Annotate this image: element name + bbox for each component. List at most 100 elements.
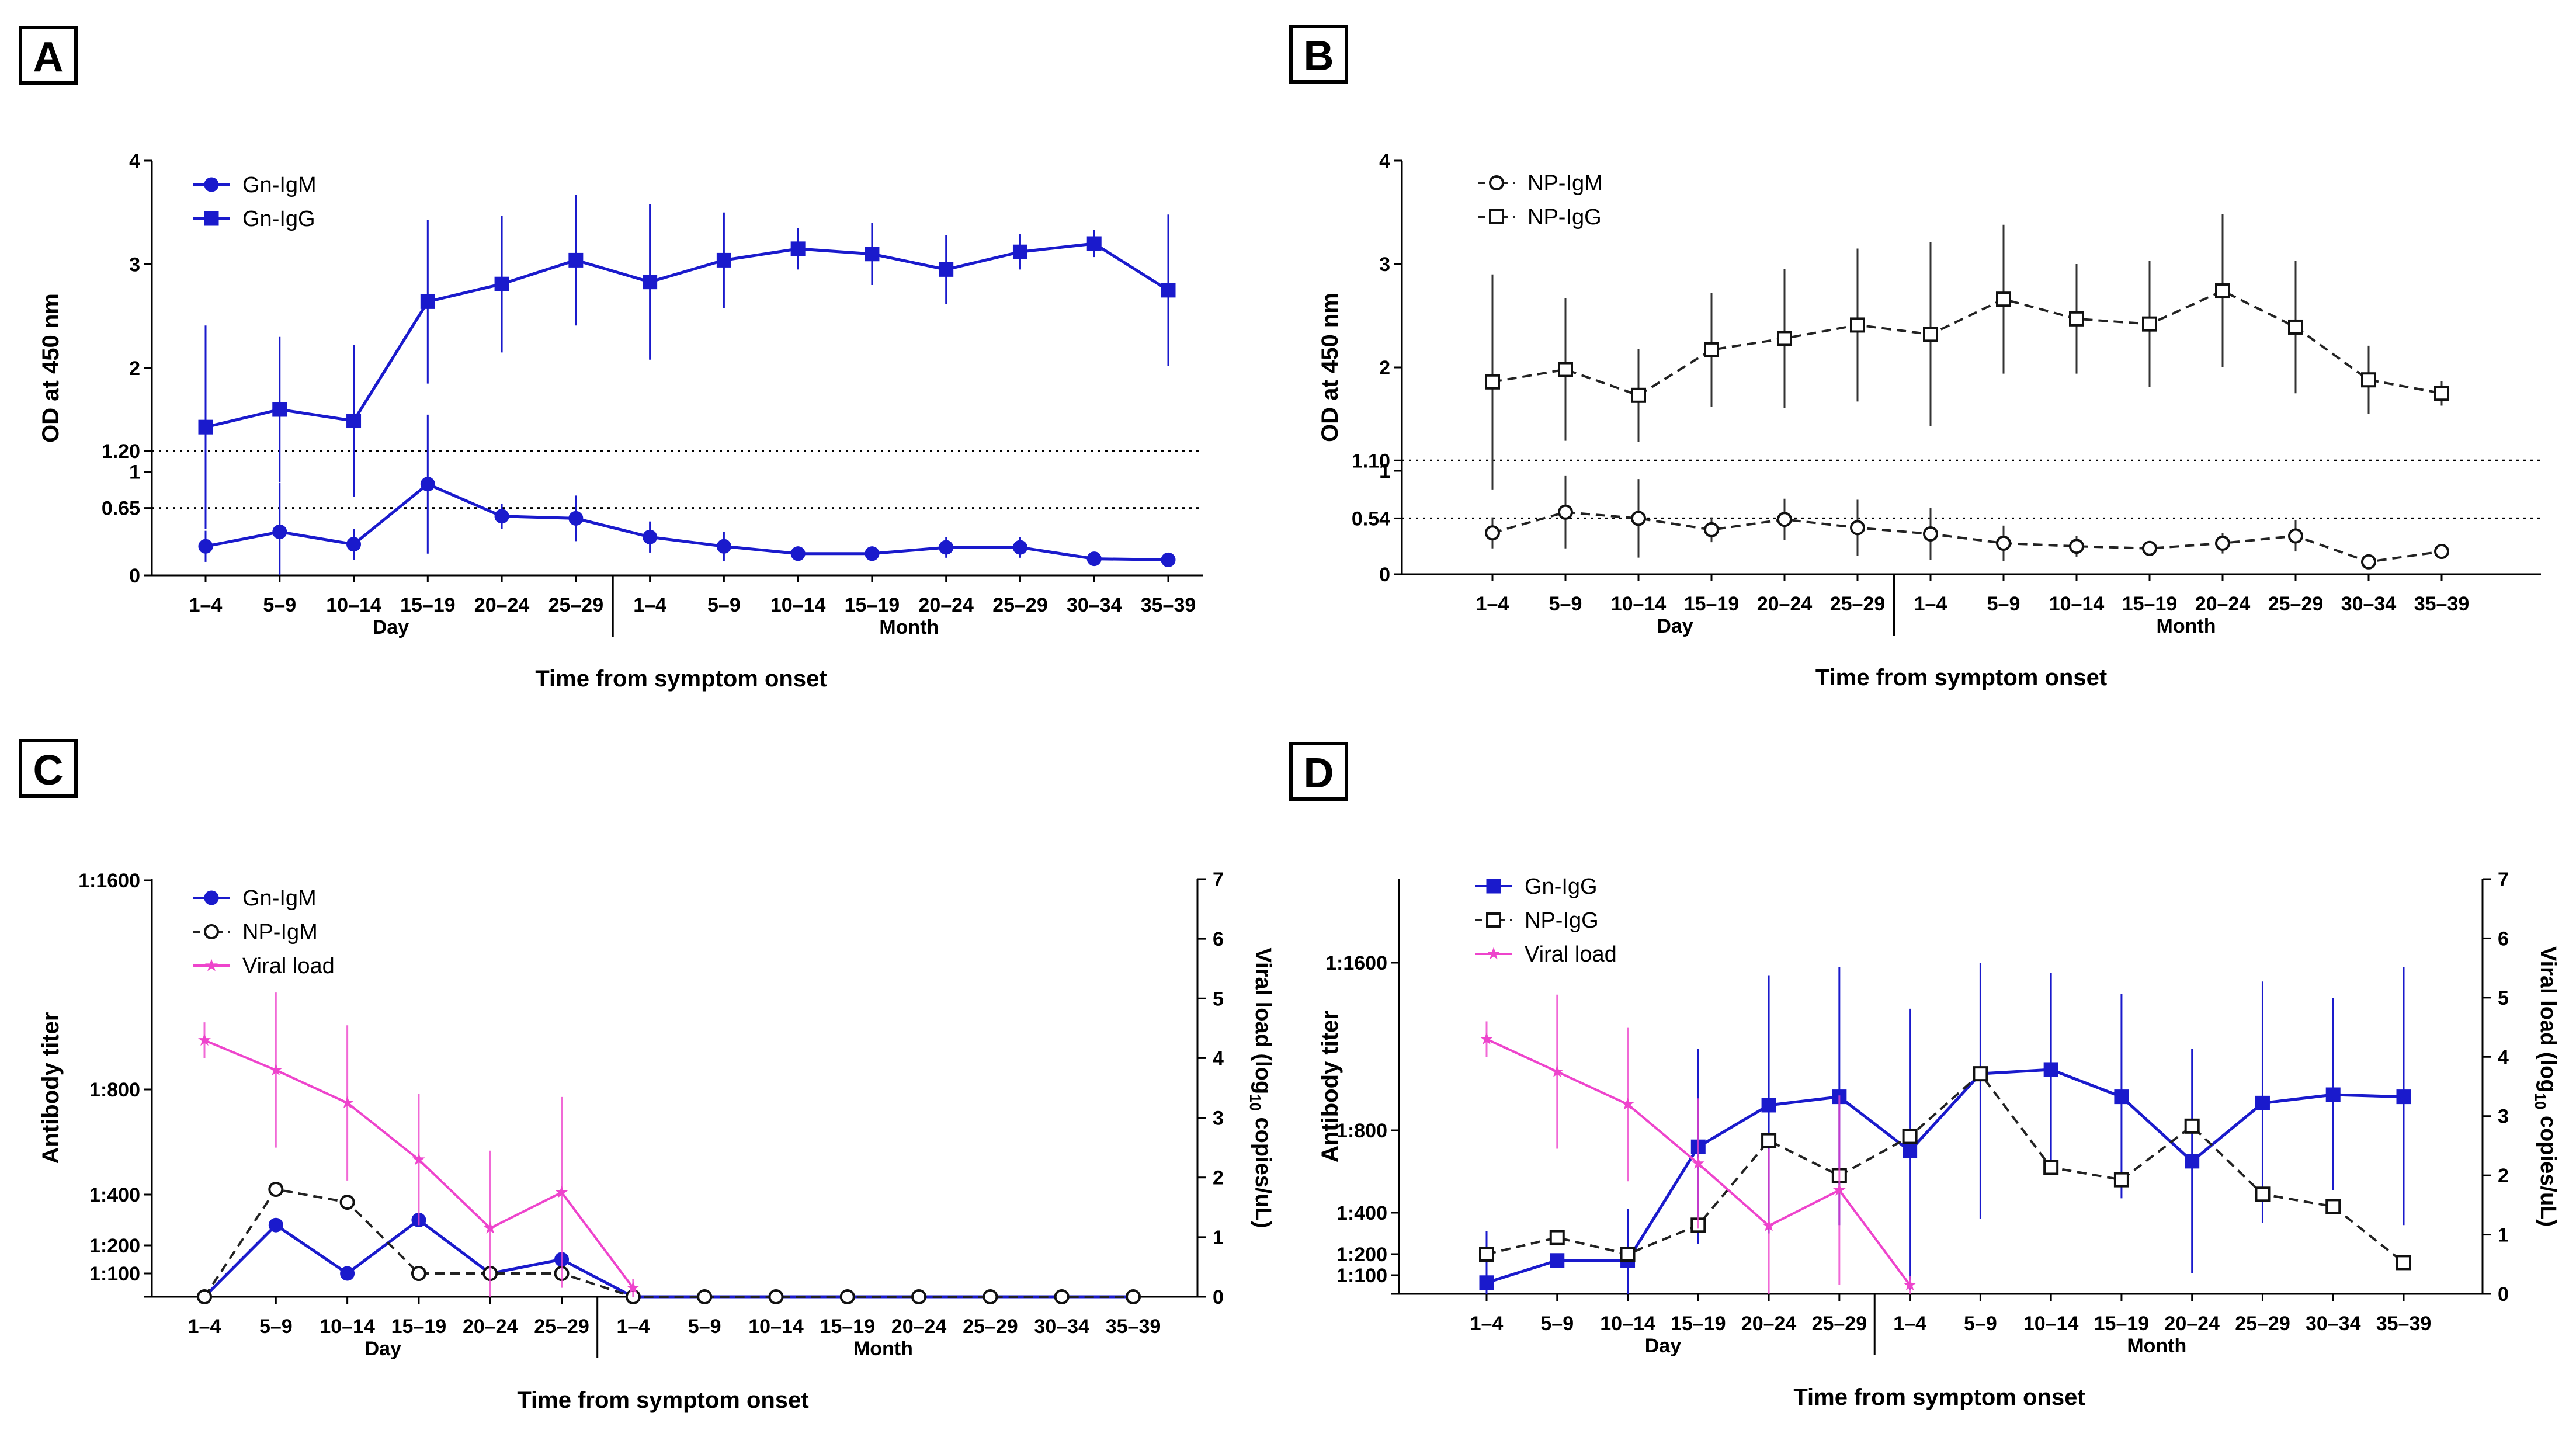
data-point bbox=[272, 524, 287, 539]
data-point bbox=[1762, 1219, 1776, 1231]
data-point bbox=[420, 477, 435, 492]
data-point bbox=[198, 419, 213, 435]
y-axis-label: OD at 450 nm bbox=[1317, 293, 1343, 442]
data-point bbox=[555, 1185, 568, 1198]
x-axis-label: Time from symptom onset bbox=[1815, 665, 2107, 690]
data-point bbox=[411, 1266, 426, 1281]
series-line bbox=[205, 482, 1169, 561]
data-point bbox=[1479, 1275, 1494, 1290]
legend-label: Gn-IgM bbox=[242, 886, 317, 911]
data-point bbox=[697, 1289, 713, 1304]
data-point bbox=[1558, 362, 1573, 377]
legend-item: NP-IgG bbox=[1475, 908, 1599, 933]
series-np-igm bbox=[197, 1182, 1141, 1304]
data-point bbox=[939, 262, 954, 277]
x-tick-label: 25–29 bbox=[1812, 1313, 1867, 1335]
data-point bbox=[2069, 539, 2084, 554]
data-point bbox=[2288, 319, 2303, 335]
x-tick-label: 15–19 bbox=[2094, 1313, 2150, 1335]
data-point bbox=[198, 1033, 211, 1046]
x-group-label-month: Month bbox=[2127, 1335, 2186, 1357]
legend-marker bbox=[204, 924, 219, 939]
data-point bbox=[2215, 535, 2230, 551]
y2-tick-label: 6 bbox=[1213, 928, 1224, 950]
data-point bbox=[1012, 244, 1027, 259]
x-tick-label: 30–34 bbox=[2306, 1313, 2361, 1335]
series-np-igg bbox=[1479, 1066, 2411, 1271]
y-tick-label: 1:1600 bbox=[78, 870, 140, 892]
data-point bbox=[2184, 1118, 2200, 1134]
y-tick-label: 3 bbox=[129, 254, 140, 276]
y-tick-label: 1:800 bbox=[89, 1079, 140, 1101]
data-point bbox=[2255, 1186, 2271, 1202]
y-tick-label: 0 bbox=[1379, 564, 1390, 586]
data-point bbox=[198, 539, 213, 554]
y-tick-label: 4 bbox=[129, 150, 140, 172]
legend-item: Gn-IgM bbox=[193, 173, 317, 197]
data-point bbox=[1485, 525, 1500, 541]
x-tick-label: 20–24 bbox=[1757, 593, 1813, 615]
x-tick-label: 1–4 bbox=[1893, 1313, 1926, 1335]
y2-tick-label: 5 bbox=[1213, 988, 1224, 1010]
data-point bbox=[1086, 551, 1102, 567]
data-point bbox=[839, 1289, 855, 1304]
x-tick-label: 5–9 bbox=[707, 594, 741, 616]
data-point bbox=[983, 1289, 998, 1304]
x-tick-label: 25–29 bbox=[548, 594, 604, 616]
x-tick-label: 10–14 bbox=[320, 1315, 375, 1338]
y-tick-label: 1 bbox=[1379, 460, 1390, 483]
y-tick-label: 1:200 bbox=[89, 1235, 140, 1257]
x-tick-label: 30–34 bbox=[2341, 593, 2397, 615]
data-point bbox=[2142, 316, 2157, 332]
data-point bbox=[1621, 1097, 1634, 1110]
legend-item: Viral load bbox=[1475, 942, 1617, 967]
series-line bbox=[1492, 511, 2442, 563]
y-tick-label: 4 bbox=[1379, 150, 1390, 172]
x-group-label-day: Day bbox=[365, 1338, 401, 1360]
x-tick-label: 5–9 bbox=[263, 594, 296, 616]
x-tick-label: 5–9 bbox=[259, 1315, 293, 1338]
y2-tick-label: 0 bbox=[2498, 1283, 2509, 1306]
legend-marker bbox=[204, 211, 219, 226]
y-tick-label: 0 bbox=[129, 565, 140, 587]
y-tick-label: 2 bbox=[1379, 357, 1390, 379]
data-point bbox=[1479, 1247, 1494, 1262]
data-point bbox=[494, 276, 509, 291]
data-point bbox=[1777, 512, 1792, 527]
y2-tick-label: 7 bbox=[1213, 869, 1224, 891]
data-point bbox=[1903, 1143, 1918, 1158]
data-point bbox=[1850, 317, 1865, 333]
y2-tick-label: 0 bbox=[1213, 1286, 1224, 1308]
data-point bbox=[716, 539, 731, 554]
data-point bbox=[1692, 1157, 1705, 1169]
data-point bbox=[1996, 291, 2011, 307]
x-tick-label: 1–4 bbox=[1470, 1313, 1504, 1335]
y2-tick-label: 2 bbox=[1213, 1167, 1224, 1189]
x-group-label-day: Day bbox=[373, 616, 409, 638]
y2-tick-label: 5 bbox=[2498, 987, 2509, 1009]
x-tick-label: 1–4 bbox=[189, 594, 223, 616]
x-axis-label: Time from symptom onset bbox=[517, 1387, 808, 1413]
legend-item: NP-IgM bbox=[1478, 171, 1603, 196]
y2-axis-label: Viral load (log10 copies/uL) bbox=[1247, 947, 1275, 1228]
data-point bbox=[2396, 1089, 2411, 1105]
x-tick-label: 10–14 bbox=[748, 1315, 804, 1338]
x-tick-label: 15–19 bbox=[1684, 593, 1740, 615]
x-tick-label: 25–29 bbox=[1830, 593, 1886, 615]
data-point bbox=[197, 1289, 212, 1304]
panel-c: C 1:100 1:200 1:400 1:800 1:1600 0 1 2 3 4 5 6 7 Viral… bbox=[19, 739, 1275, 1413]
panel-b: B 0 0.54 11.10 2 3 4 OD at 450 nm 1–4 5–9 10–14 15–… bbox=[1289, 25, 2541, 690]
data-point bbox=[1550, 1065, 1564, 1077]
panel-label-box bbox=[1289, 25, 1348, 84]
data-point bbox=[911, 1289, 927, 1304]
x-tick-label: 1–4 bbox=[188, 1315, 221, 1338]
legend-marker bbox=[1486, 879, 1501, 894]
x-tick-label: 35–39 bbox=[1106, 1315, 1161, 1338]
data-point bbox=[790, 546, 806, 561]
x-tick-label: 10–14 bbox=[2023, 1313, 2079, 1335]
data-point bbox=[1620, 1247, 1636, 1262]
y-tick-label: 1.10 bbox=[1352, 450, 1390, 472]
data-point bbox=[2114, 1089, 2129, 1105]
x-tick-label: 20–24 bbox=[474, 594, 530, 616]
